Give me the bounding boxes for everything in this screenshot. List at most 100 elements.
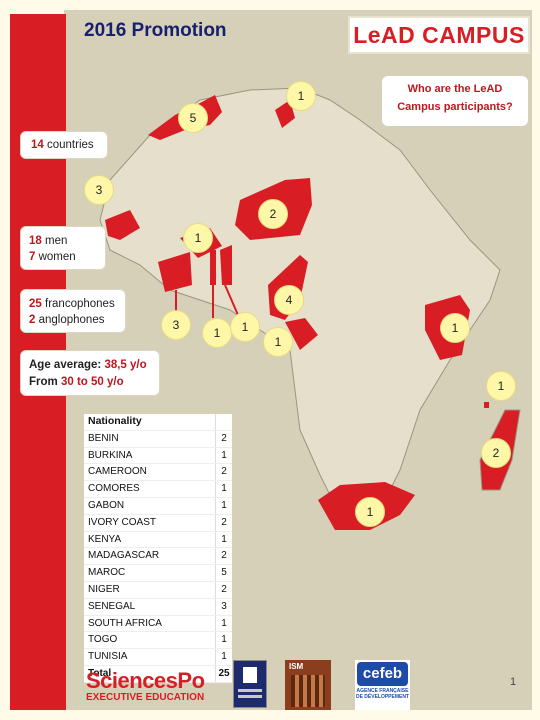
cefeb-name: cefeb	[357, 662, 408, 686]
table-cell-count: 5	[215, 565, 232, 581]
sciencespo-logo: SciencesPo EXECUTIVE EDUCATION	[86, 668, 205, 703]
table-row: BENIN 2	[84, 430, 232, 448]
table-row: MADAGASCAR 2	[84, 548, 232, 566]
table-cell-count: 2	[215, 430, 232, 447]
table-total-row: Total 25	[84, 665, 232, 683]
table-cell-count: 1	[215, 632, 232, 649]
table-cell-count: 1	[215, 615, 232, 632]
question-line-1: Who are the LeAD	[407, 83, 503, 95]
table-row: TUNISIA 1	[84, 649, 232, 666]
table-cell-country: CAMEROON	[88, 466, 147, 478]
table-cell-country: SENEGAL	[88, 600, 136, 612]
anglophones-value: 2	[29, 314, 36, 326]
table-cell-count: 1	[215, 649, 232, 665]
table-cell-country: SOUTH AFRICA	[88, 617, 162, 629]
age-range-value: 30 to 50 y/o	[60, 376, 124, 388]
table-cell-country: BURKINA	[88, 449, 133, 461]
total-label: Total	[88, 667, 112, 679]
table-row: GABON 1	[84, 497, 232, 515]
bubble-togo: 1	[202, 318, 232, 348]
bubble-gabon: 1	[263, 327, 293, 357]
table-cell-count: 1	[215, 497, 232, 514]
table-cell-count: 3	[215, 598, 232, 615]
countries-label: countries	[47, 139, 94, 151]
page-title: 2016 Promotion	[84, 20, 227, 41]
bubble-south-africa: 1	[355, 497, 385, 527]
anglophones-label: anglophones	[38, 314, 105, 326]
table-cell-count: 1	[215, 481, 232, 497]
table-header-label: Nationality	[88, 415, 142, 427]
table-cell-country: NIGER	[88, 583, 120, 595]
university-crest-icon	[238, 667, 262, 698]
bubble-madagascar: 2	[481, 438, 511, 468]
bubble-cameroon: 4	[274, 285, 304, 315]
comores-shape	[484, 402, 489, 408]
francophones-label: francophones	[45, 298, 115, 310]
table-row: KENYA 1	[84, 531, 232, 549]
table-cell-country: BENIN	[88, 432, 119, 444]
senegal-shape	[105, 210, 140, 240]
participants-question: Who are the LeAD Campus participants?	[382, 76, 528, 126]
table-cell-country: TUNISIA	[88, 651, 128, 663]
women-label: women	[38, 251, 76, 263]
countries-card: 14 countries	[20, 131, 108, 159]
table-cell-country: MADAGASCAR	[88, 550, 160, 562]
table-cell-country: COMORES	[88, 483, 140, 495]
gabon-shape	[285, 318, 318, 350]
table-header: Nationality	[84, 414, 232, 431]
sciencespo-name: SciencesPo	[86, 668, 205, 693]
table-cell-count: 2	[215, 548, 232, 565]
nationality-table: Nationality BENIN 2 BURKINA 1 CAMEROON 2 COMOR…	[84, 414, 232, 683]
table-cell-count: 1	[215, 531, 232, 548]
age-average-label: Age average:	[29, 359, 102, 371]
question-line-2: Campus participants?	[397, 101, 513, 113]
language-card: 25 francophones 2 anglophones	[20, 289, 126, 333]
table-cell-country: IVORY COAST	[88, 516, 156, 528]
men-label: men	[45, 235, 68, 247]
table-row: BURKINA 1	[84, 447, 232, 465]
ism-logo: ISM	[285, 660, 331, 710]
table-rows: BENIN 2 BURKINA 1 CAMEROON 2 COMORES 1 GABON 1 IVO…	[84, 430, 232, 666]
bubble-benin: 1	[230, 312, 260, 342]
countries-value: 14	[31, 139, 44, 151]
men-value: 18	[29, 235, 42, 247]
age-card: Age average: 38,5 y/o From 30 to 50 y/o	[20, 350, 160, 396]
bubble-niger: 2	[258, 199, 288, 229]
lead-campus-logo: LeAD CAMPUS	[348, 16, 530, 54]
bubble-tunisia: 1	[286, 81, 316, 111]
table-row: MAROC 5	[84, 565, 232, 582]
table-cell-country: KENYA	[88, 533, 122, 545]
women-value: 7	[29, 251, 36, 263]
table-row: CAMEROON 2	[84, 464, 232, 482]
bubble-burkina: 1	[183, 223, 213, 253]
table-cell-country: TOGO	[88, 634, 118, 646]
francophones-value: 25	[29, 298, 42, 310]
bubble-ivory-coast: 3	[161, 310, 191, 340]
page-number: 1	[510, 676, 517, 688]
benin-pointer	[224, 284, 239, 316]
table-row: COMORES 1	[84, 481, 232, 498]
bubble-kenya: 1	[440, 313, 470, 343]
sciencespo-exec: EXECUTIVE EDUCATION	[86, 692, 205, 703]
table-cell-count: 1	[215, 447, 232, 464]
table-cell-country: MAROC	[88, 567, 126, 579]
togo-shape	[210, 250, 216, 285]
table-row: TOGO 1	[84, 632, 232, 650]
age-average-value: 38,5 y/o	[104, 359, 147, 371]
benin-shape	[220, 245, 232, 285]
table-cell-count: 2	[215, 581, 232, 598]
afd-line-2: DE DÉVELOPPEMENT	[355, 694, 410, 700]
age-range-prefix: From	[29, 376, 58, 388]
table-cell-count: 2	[215, 514, 232, 531]
afd-line-1: AGENCE FRANÇAISE	[356, 688, 409, 694]
gender-card: 18 men 7 women	[20, 226, 106, 270]
table-row: SENEGAL 3	[84, 598, 232, 616]
bubble-maroc: 5	[178, 103, 208, 133]
university-logo	[233, 660, 267, 708]
bubble-comores: 1	[486, 371, 516, 401]
table-row: IVORY COAST 2	[84, 514, 232, 532]
table-row: SOUTH AFRICA 1	[84, 615, 232, 633]
ism-pattern	[291, 675, 325, 707]
table-cell-country: GABON	[88, 499, 125, 511]
table-row: NIGER 2	[84, 581, 232, 599]
